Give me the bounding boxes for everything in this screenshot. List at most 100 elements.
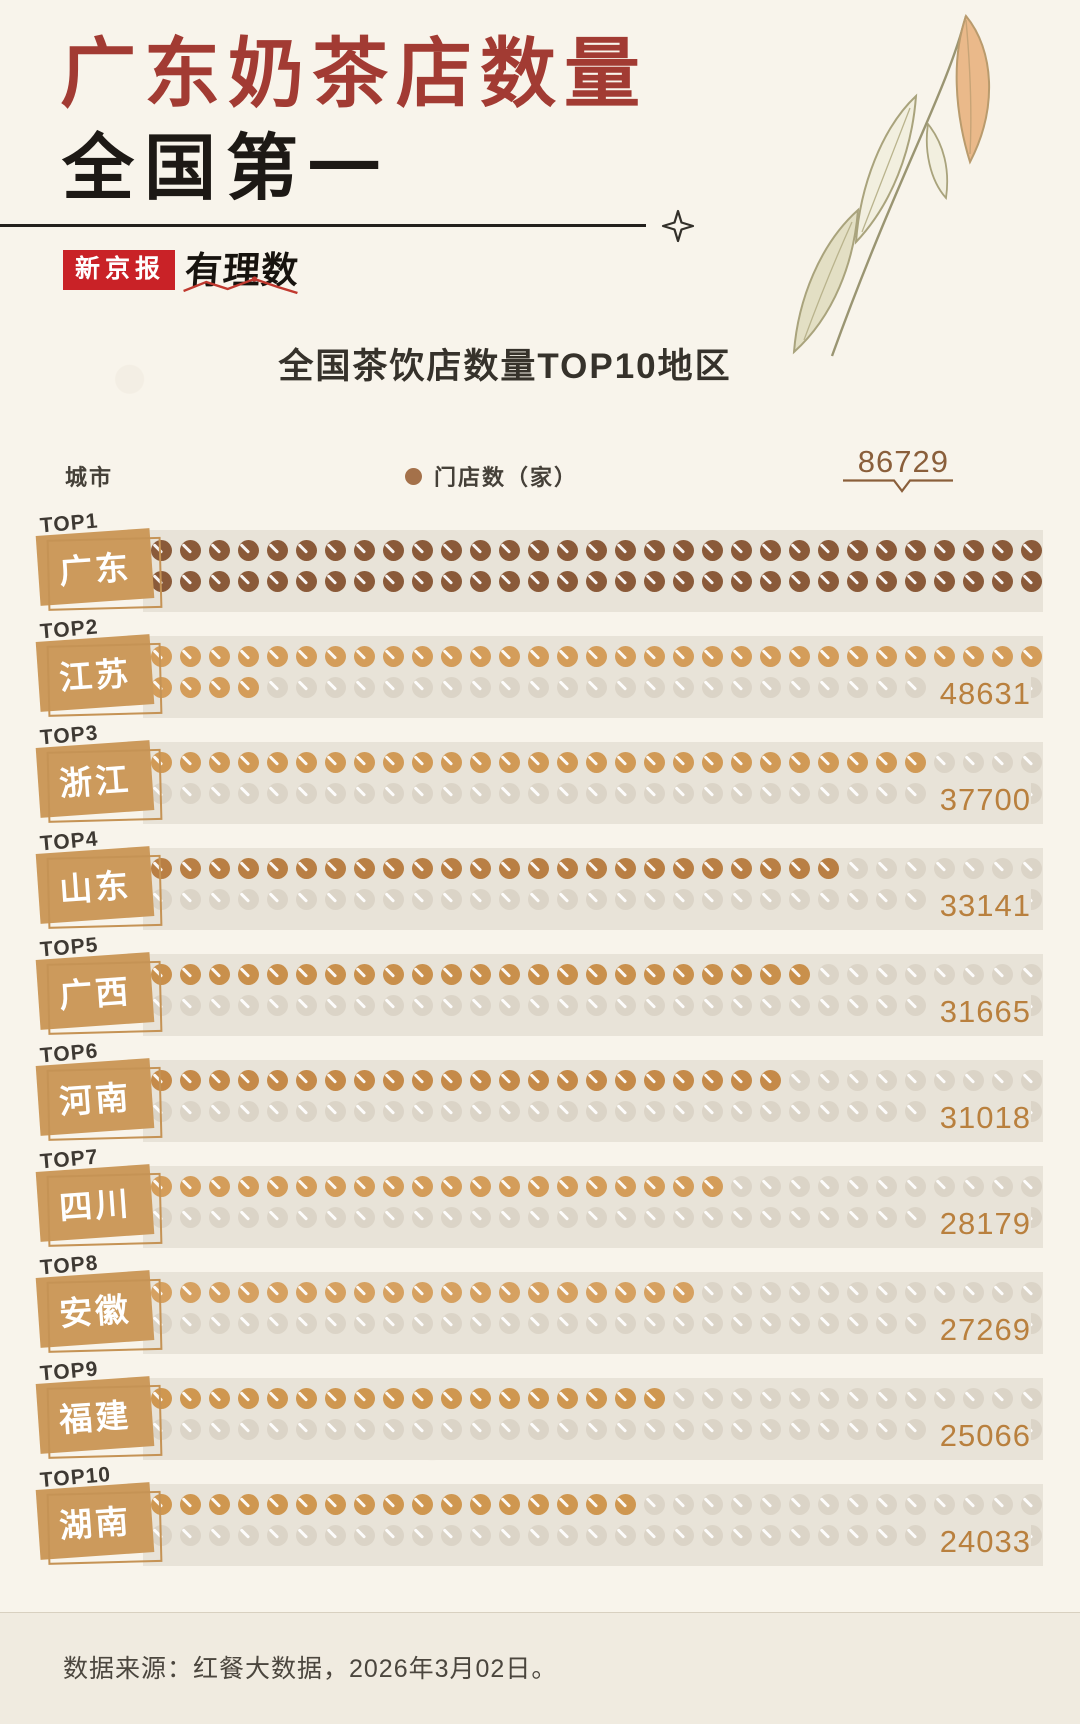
store-dot xyxy=(528,1419,549,1440)
top-value-callout-icon xyxy=(842,479,954,500)
store-dot xyxy=(383,1388,404,1409)
store-dot xyxy=(615,571,636,592)
store-dot xyxy=(180,995,201,1016)
store-dot xyxy=(267,540,288,561)
store-dot xyxy=(644,995,665,1016)
store-dot xyxy=(528,571,549,592)
store-dot xyxy=(992,1494,1013,1515)
dot-band: 27269 xyxy=(143,1272,1043,1354)
dot-band xyxy=(143,530,1043,612)
store-dot xyxy=(499,646,520,667)
store-dot xyxy=(818,1525,839,1546)
store-dot xyxy=(702,752,723,773)
store-dot xyxy=(905,964,926,985)
store-dot xyxy=(963,1494,984,1515)
store-dot xyxy=(702,1176,723,1197)
store-dot xyxy=(876,783,897,804)
store-dot xyxy=(905,646,926,667)
store-dot xyxy=(499,1525,520,1546)
store-count: 37700 xyxy=(933,782,1031,818)
store-dot xyxy=(818,964,839,985)
dot-band: 31665 xyxy=(143,954,1043,1036)
store-dot xyxy=(963,1176,984,1197)
store-dot xyxy=(673,995,694,1016)
store-dot xyxy=(325,1313,346,1334)
store-dot xyxy=(963,964,984,985)
store-dot xyxy=(412,1388,433,1409)
store-dot xyxy=(383,540,404,561)
store-dot xyxy=(499,571,520,592)
store-dot xyxy=(325,1207,346,1228)
store-dot xyxy=(180,964,201,985)
store-dot xyxy=(528,995,549,1016)
store-dot xyxy=(905,1101,926,1122)
store-dot xyxy=(934,1282,955,1303)
store-dot xyxy=(644,1419,665,1440)
store-dot xyxy=(296,1313,317,1334)
store-dot xyxy=(180,1101,201,1122)
city-badge: 广东 xyxy=(35,528,155,606)
store-dot xyxy=(238,1070,259,1091)
store-dot xyxy=(992,964,1013,985)
store-dot xyxy=(615,677,636,698)
store-dot xyxy=(702,1070,723,1091)
store-dot xyxy=(702,1282,723,1303)
store-dot xyxy=(209,1282,230,1303)
store-dot xyxy=(615,1419,636,1440)
store-dot xyxy=(586,1494,607,1515)
store-dot xyxy=(586,540,607,561)
store-dot xyxy=(383,1419,404,1440)
store-dot xyxy=(673,646,694,667)
store-dot xyxy=(789,1207,810,1228)
store-dot xyxy=(267,646,288,667)
store-dot xyxy=(615,995,636,1016)
store-dot xyxy=(412,858,433,879)
store-dot xyxy=(673,1207,694,1228)
store-dot xyxy=(934,1070,955,1091)
store-dot xyxy=(760,858,781,879)
store-dot xyxy=(470,1207,491,1228)
store-dot xyxy=(760,1282,781,1303)
store-dot xyxy=(847,677,868,698)
store-dot xyxy=(354,540,375,561)
store-dot xyxy=(180,646,201,667)
store-count: 25066 xyxy=(933,1418,1031,1454)
store-dot xyxy=(470,964,491,985)
store-dot xyxy=(760,783,781,804)
tea-branch-illustration xyxy=(758,4,1008,379)
store-dot xyxy=(383,889,404,910)
dot-band: 24033 xyxy=(143,1484,1043,1566)
store-dot xyxy=(615,1494,636,1515)
store-dot xyxy=(731,1207,752,1228)
store-dot xyxy=(209,964,230,985)
store-dot xyxy=(586,1419,607,1440)
dot-band: 25066 xyxy=(143,1378,1043,1460)
store-dot xyxy=(731,752,752,773)
store-dot xyxy=(876,571,897,592)
rank-row: TOP5 广西 31665 xyxy=(0,932,1080,1038)
store-dot xyxy=(296,964,317,985)
dot-band: 28179 xyxy=(143,1166,1043,1248)
store-dot xyxy=(209,1419,230,1440)
store-dot xyxy=(905,1525,926,1546)
city-name: 河南 xyxy=(57,1078,133,1121)
store-dot xyxy=(412,889,433,910)
city-name: 广西 xyxy=(57,972,133,1015)
store-dot xyxy=(905,1494,926,1515)
store-dot xyxy=(673,1419,694,1440)
store-dot xyxy=(818,1176,839,1197)
store-dot xyxy=(441,783,462,804)
store-dot xyxy=(412,646,433,667)
store-dot xyxy=(934,964,955,985)
store-dot xyxy=(209,646,230,667)
store-dot xyxy=(325,1388,346,1409)
store-dot xyxy=(644,646,665,667)
store-dot xyxy=(818,1494,839,1515)
store-dot xyxy=(673,783,694,804)
store-dot xyxy=(267,889,288,910)
store-dot xyxy=(963,540,984,561)
store-dot xyxy=(673,752,694,773)
store-dot xyxy=(412,783,433,804)
rank-row: TOP2 江苏 48631 xyxy=(0,614,1080,720)
store-dot xyxy=(934,1176,955,1197)
